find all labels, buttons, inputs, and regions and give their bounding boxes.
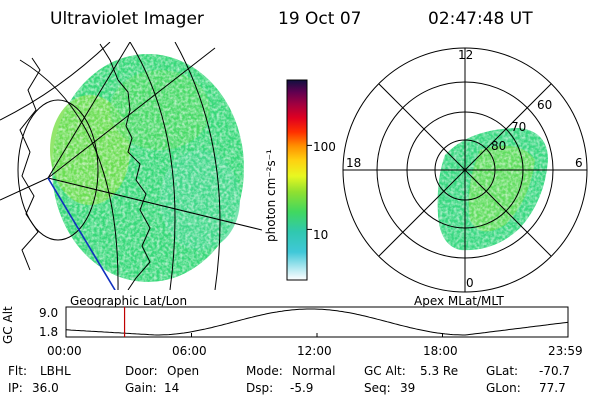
ip-label: IP: xyxy=(8,381,23,395)
filter-label: Flt: xyxy=(8,364,27,378)
geographic-image xyxy=(0,42,262,290)
mlt-label-0: 0 xyxy=(466,276,474,290)
polar-grid xyxy=(342,47,588,293)
glon-label: GLon: xyxy=(486,381,521,395)
altitude-plot xyxy=(65,306,569,338)
altitude-ytick-min: 1.8 xyxy=(39,325,59,339)
colorbar-ticks xyxy=(307,144,312,230)
altitude-plot-frame xyxy=(65,306,569,338)
ip-value: 36.0 xyxy=(32,381,59,395)
altitude-xtick-0600: 06:00 xyxy=(172,344,207,358)
gain-label: Gain: xyxy=(125,381,157,395)
gcalt-value: 5.3 Re xyxy=(420,364,459,378)
altitude-ytick-max: 9.0 xyxy=(39,306,59,320)
colorbar-label: photon cm⁻²s⁻¹ xyxy=(264,149,278,242)
mode-value: Normal xyxy=(292,364,336,378)
altitude-xtick-1800: 18:00 xyxy=(423,344,458,358)
polar-panel-label: Apex MLat/MLT xyxy=(414,294,504,308)
altitude-xtick-2359: 23:59 xyxy=(548,344,583,358)
altitude-xtick-0000: 00:00 xyxy=(47,344,82,358)
lat-label-80: 80 xyxy=(491,139,507,153)
glon-value: 77.7 xyxy=(539,381,566,395)
colorbar-tick-10: 10 xyxy=(313,228,329,242)
dsp-label: Dsp: xyxy=(246,381,274,395)
altitude-curve xyxy=(65,308,569,336)
mlt-label-12: 12 xyxy=(458,48,474,62)
lat-label-60: 60 xyxy=(537,98,553,112)
colorbar-tick-100: 100 xyxy=(313,140,336,154)
gcalt-label: GC Alt: xyxy=(364,364,406,378)
mlt-label-18: 18 xyxy=(346,156,362,170)
mlt-label-6: 6 xyxy=(575,156,583,170)
glat-value: -70.7 xyxy=(539,364,571,378)
instrument-title: Ultraviolet Imager xyxy=(50,9,204,29)
time-label: 02:47:48 UT xyxy=(428,9,533,29)
filter-value: LBHL xyxy=(40,364,71,378)
geo-panel-label: Geographic Lat/Lon xyxy=(70,294,188,308)
polar-plot xyxy=(342,47,588,293)
altitude-ylabel: GC Alt xyxy=(1,306,15,344)
seq-label: Seq: xyxy=(364,381,391,395)
altitude-x-ticks xyxy=(65,333,569,337)
door-label: Door: xyxy=(125,364,158,378)
mode-label: Mode: xyxy=(246,364,283,378)
seq-value: 39 xyxy=(400,381,416,395)
colorbar xyxy=(286,79,308,281)
altitude-xtick-1200: 12:00 xyxy=(297,344,332,358)
glat-label: GLat: xyxy=(486,364,519,378)
dsp-value: -5.9 xyxy=(290,381,314,395)
door-value: Open xyxy=(167,364,200,378)
date-label: 19 Oct 07 xyxy=(278,9,362,29)
terminator-line xyxy=(47,177,116,290)
lat-label-70: 70 xyxy=(511,120,527,134)
gain-value: 14 xyxy=(164,381,180,395)
